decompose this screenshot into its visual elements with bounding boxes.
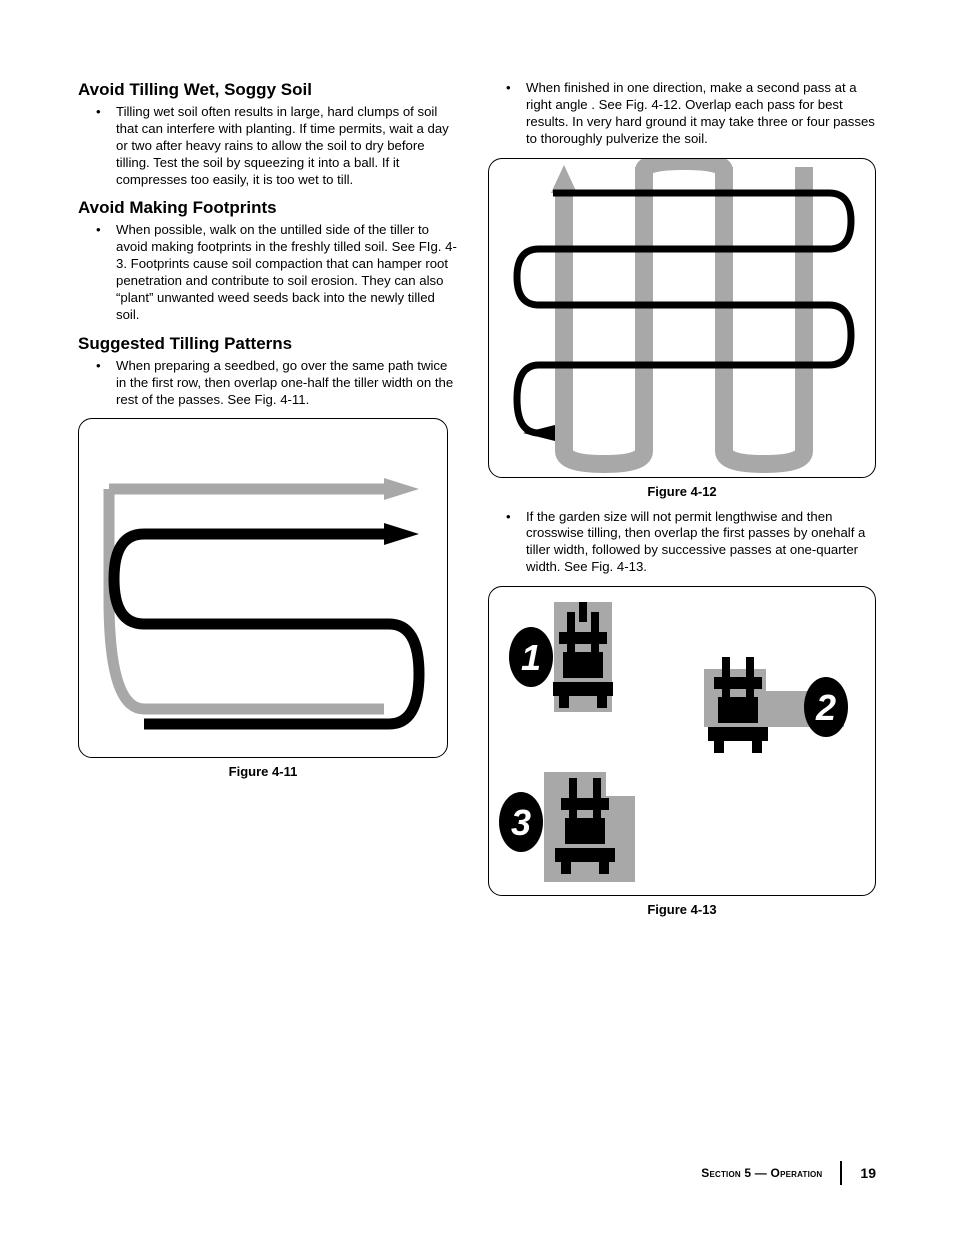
bullet-item: If the garden size will not permit lengt… xyxy=(488,509,876,577)
label-2: 2 xyxy=(815,687,836,728)
heading-footprints: Avoid Making Footprints xyxy=(78,198,460,218)
figure-4-11-svg xyxy=(79,419,448,758)
label-3: 3 xyxy=(511,802,531,843)
figure-4-13: 1 2 xyxy=(488,586,876,896)
bullet-list: When possible, walk on the untilled side… xyxy=(78,222,460,323)
bullet-list: When preparing a seedbed, go over the sa… xyxy=(78,358,460,409)
figure-caption: Figure 4-12 xyxy=(488,484,876,499)
left-column: Avoid Tilling Wet, Soggy Soil Tilling we… xyxy=(78,80,460,917)
bullet-item: Tilling wet soil often results in large,… xyxy=(78,104,460,188)
figure-4-12 xyxy=(488,158,876,478)
figure-4-11 xyxy=(78,418,448,758)
footer-separator xyxy=(840,1161,842,1185)
bullet-item: When possible, walk on the untilled side… xyxy=(78,222,460,323)
page-footer: Section 5 — Operation 19 xyxy=(701,1161,876,1185)
bullet-item: When finished in one direction, make a s… xyxy=(488,80,876,148)
footer-page-number: 19 xyxy=(860,1165,876,1181)
bullet-item: When preparing a seedbed, go over the sa… xyxy=(78,358,460,409)
label-1: 1 xyxy=(521,637,541,678)
figure-caption: Figure 4-11 xyxy=(78,764,448,779)
heading-avoid-wet: Avoid Tilling Wet, Soggy Soil xyxy=(78,80,460,100)
bullet-list: When finished in one direction, make a s… xyxy=(488,80,876,148)
figure-caption: Figure 4-13 xyxy=(488,902,876,917)
figure-4-12-svg xyxy=(489,159,876,478)
heading-patterns: Suggested Tilling Patterns xyxy=(78,334,460,354)
bullet-list: Tilling wet soil often results in large,… xyxy=(78,104,460,188)
bullet-list: If the garden size will not permit lengt… xyxy=(488,509,876,577)
right-column: When finished in one direction, make a s… xyxy=(488,80,876,917)
footer-section: Section 5 — Operation xyxy=(701,1166,822,1180)
figure-4-13-svg: 1 2 xyxy=(489,587,876,896)
